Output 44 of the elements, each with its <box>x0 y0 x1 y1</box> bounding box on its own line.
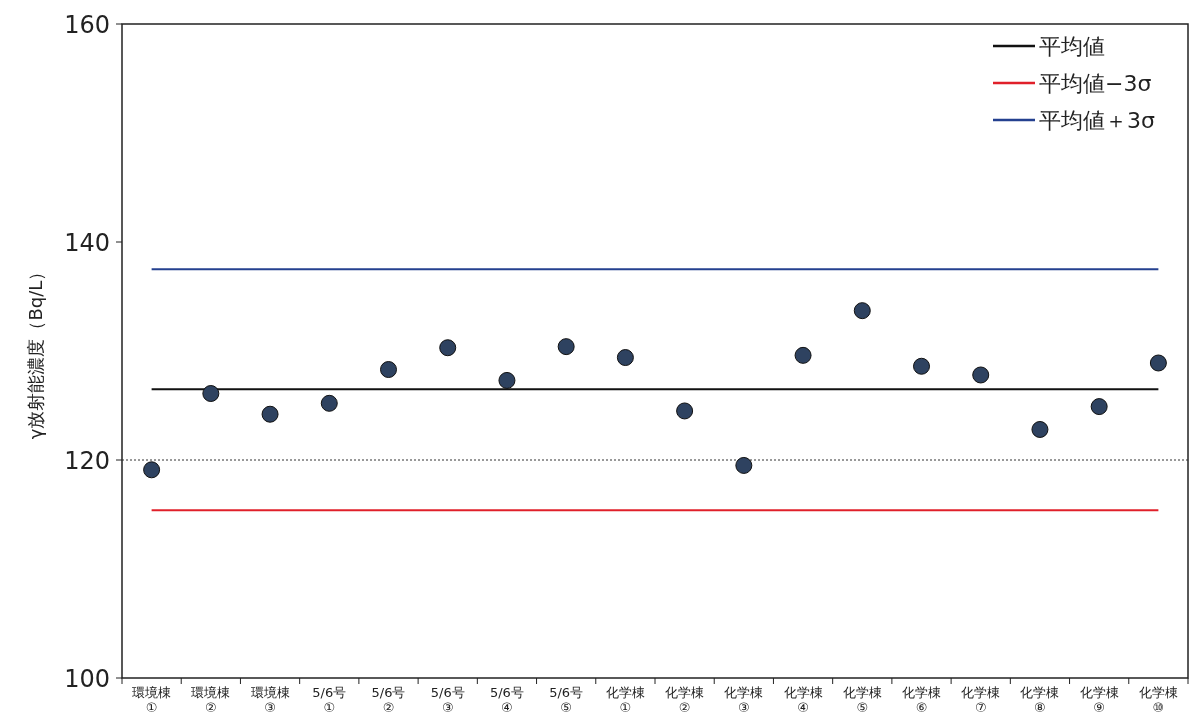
x-tick-label: 5/6号② <box>371 685 406 715</box>
y-tick-label: 160 <box>64 11 110 39</box>
point <box>261 405 279 423</box>
x-tick-label: 5/6号③ <box>430 685 465 715</box>
x-tick-label: 化学棟② <box>665 685 705 715</box>
x-tick-label: 5/6号④ <box>489 685 524 715</box>
x-tick-label: 化学棟④ <box>783 685 823 715</box>
x-tick-label: 化学棟⑦ <box>961 685 1001 715</box>
legend-label: 平均値＋3σ <box>1039 108 1155 133</box>
point <box>202 385 220 403</box>
x-tick-label: 化学棟① <box>605 685 645 715</box>
x-tick-label: 5/6号⑤ <box>549 685 584 715</box>
point <box>380 361 397 379</box>
x-tick-label: 化学棟⑩ <box>1138 685 1178 715</box>
point <box>913 357 930 375</box>
point <box>1149 354 1167 372</box>
point <box>853 302 871 320</box>
point <box>794 346 812 364</box>
point <box>972 366 990 384</box>
x-tick-label: 化学棟③ <box>724 685 764 715</box>
x-tick-label: 化学棟⑥ <box>902 685 941 715</box>
point <box>557 338 575 356</box>
y-tick-label: 100 <box>64 665 110 693</box>
point <box>439 339 457 357</box>
x-tick-label: 化学棟⑤ <box>842 685 882 715</box>
y-axis-title: γ放射能濃度（Bq/L） <box>25 262 46 440</box>
x-tick-label: 環境棟① <box>132 685 172 715</box>
y-tick-label: 140 <box>64 229 110 257</box>
point <box>1090 398 1108 416</box>
x-tick-label: 環境棟② <box>191 685 231 715</box>
point <box>676 402 694 420</box>
legend-label: 平均値 <box>1039 34 1105 59</box>
y-tick-label: 120 <box>64 447 110 475</box>
point <box>320 394 338 412</box>
point <box>498 371 516 389</box>
point <box>143 461 161 479</box>
x-tick-label: 5/6号① <box>312 685 347 715</box>
point <box>616 349 634 367</box>
x-tick-label: 環境棟③ <box>250 685 290 715</box>
point <box>1031 420 1049 438</box>
legend-label: 平均値−3σ <box>1039 71 1152 96</box>
point <box>735 456 753 474</box>
x-tick-label: 化学棟⑧ <box>1020 685 1060 715</box>
x-tick-label: 化学棟⑨ <box>1079 685 1119 715</box>
